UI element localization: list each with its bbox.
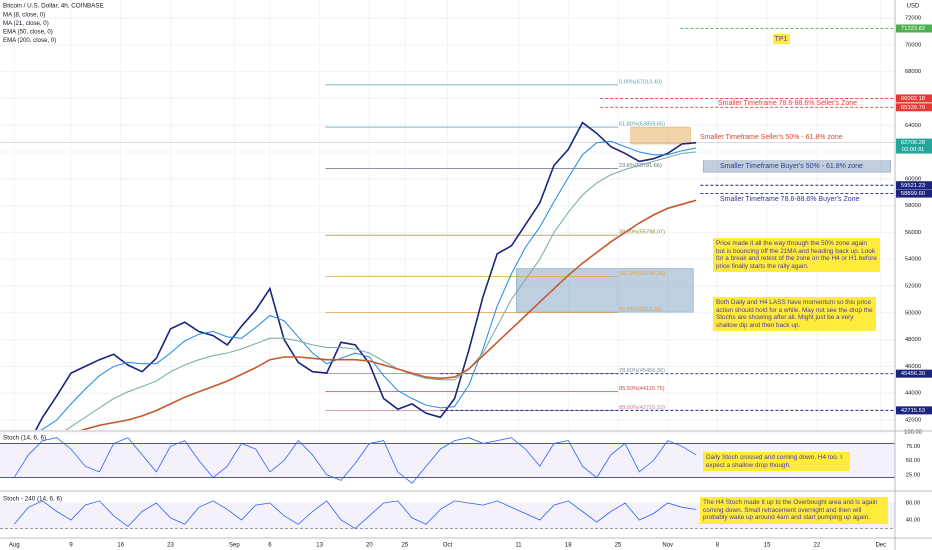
x-tick-label: 20 bbox=[366, 543, 373, 549]
legend-entry: MA (8, close, 0) bbox=[3, 12, 45, 19]
y-tick-label: 52000 bbox=[905, 284, 921, 290]
y-tick-label: 80.00 bbox=[906, 501, 921, 507]
zone bbox=[630, 126, 691, 145]
price-tag bbox=[896, 369, 932, 378]
note: The H4 Stoch made it up to the Overbough… bbox=[700, 497, 888, 524]
y-tick-label: 68000 bbox=[905, 69, 921, 75]
price-tag bbox=[896, 24, 932, 33]
ma-line bbox=[34, 121, 697, 430]
legend-entry: EMA (50, close, 0) bbox=[3, 29, 53, 36]
x-tick-label: Oct bbox=[443, 543, 453, 549]
chart-title: Bitcoin / U.S. Dollar, 4h, COINBASE bbox=[3, 3, 104, 10]
legend-entry: MA (21, close, 0) bbox=[3, 20, 49, 27]
x-tick-label: Aug bbox=[9, 543, 20, 549]
fib-label: 0.00%(67013.40) bbox=[619, 79, 662, 85]
panel-title: Stoch (14, 6, 6) bbox=[3, 435, 46, 442]
y-tick-label: 72000 bbox=[905, 16, 921, 22]
y-tick-label: 44000 bbox=[905, 391, 921, 397]
annotation: Smaller Timeframe 78.6-88.6% Seller's Zo… bbox=[718, 100, 857, 107]
y-tick-label: 42000 bbox=[905, 417, 921, 423]
tp-box bbox=[773, 34, 790, 44]
zone bbox=[516, 268, 694, 313]
y-tick-label: 54000 bbox=[905, 257, 921, 263]
price-tag bbox=[896, 181, 932, 190]
ma-line bbox=[64, 151, 697, 430]
y-tick-label: 48000 bbox=[905, 337, 921, 343]
currency: USD bbox=[907, 4, 920, 10]
ma-line bbox=[39, 140, 697, 430]
price-tag bbox=[896, 406, 932, 415]
price-tag-label: 59521.23 bbox=[901, 183, 925, 189]
fib-label: 88.60%(42715.53) bbox=[619, 405, 665, 411]
x-tick-label: Dec bbox=[875, 543, 886, 549]
zone-label: Smaller Timeframe Seller's 50% - 61.8% z… bbox=[700, 134, 843, 141]
panel-title: Stoch - 240 (14, 6, 6) bbox=[3, 496, 62, 503]
x-tick-label: 18 bbox=[565, 543, 572, 549]
fib-label: 161.8%(52700.24) bbox=[619, 271, 665, 277]
x-tick-label: 11 bbox=[515, 543, 522, 549]
x-tick-label: 22 bbox=[814, 543, 821, 549]
annotation: Smaller Timeframe 78.6-88.6% Buyer's Zon… bbox=[720, 196, 860, 203]
legend-entry: EMA (200, close, 0) bbox=[3, 37, 56, 44]
price-tag bbox=[896, 189, 932, 198]
price-tag-label: 62706.28 bbox=[901, 140, 925, 146]
y-tick-label: 75.00 bbox=[906, 444, 921, 450]
price-tag-label: 66002.18 bbox=[901, 96, 925, 102]
y-tick-label: 25.00 bbox=[906, 472, 921, 478]
price-tag-label: 42715.53 bbox=[901, 408, 925, 414]
x-tick-label: 25 bbox=[615, 543, 622, 549]
price-tag-label: 58899.60 bbox=[901, 191, 925, 197]
x-tick-label: 6 bbox=[268, 543, 272, 549]
x-tick-label: 16 bbox=[117, 543, 124, 549]
fib-label: 85.50%(44115.75) bbox=[619, 386, 665, 392]
note: Price made it all the way through the 50… bbox=[713, 238, 880, 273]
y-tick-label: 70000 bbox=[905, 42, 921, 48]
x-tick-label: 8 bbox=[716, 543, 720, 549]
stoch-line bbox=[13, 500, 697, 529]
x-tick-label: 15 bbox=[764, 543, 771, 549]
y-tick-label: 60000 bbox=[905, 176, 921, 182]
zone-label: Smaller Timeframe Buyer's 50% - 61.8% zo… bbox=[720, 163, 863, 170]
note: Daily Stoch crossed and coming down. H4 … bbox=[703, 452, 850, 472]
fib-label: 38.20%(55798.07) bbox=[619, 230, 665, 236]
fib-label: 23.6%(60781.66) bbox=[619, 163, 662, 169]
fib-label: 61.80%(63859.65) bbox=[619, 122, 665, 128]
y-tick-label: 50000 bbox=[905, 310, 921, 316]
y-tick-label: 56000 bbox=[905, 230, 921, 236]
x-tick-label: Nov bbox=[662, 543, 673, 549]
y-tick-label: 64000 bbox=[905, 123, 921, 129]
price-tag bbox=[896, 103, 932, 112]
x-tick-label: 25 bbox=[402, 543, 409, 549]
annotation: TP1 bbox=[775, 36, 788, 43]
y-tick-label: 40.00 bbox=[906, 518, 921, 524]
y-tick-label: 46000 bbox=[905, 364, 921, 370]
price-tag-label: 45456.30 bbox=[901, 371, 925, 377]
countdown: 03:00:31 bbox=[902, 147, 925, 153]
price-tag bbox=[896, 94, 932, 103]
price-tag-label: 71223.82 bbox=[901, 26, 925, 32]
x-tick-label: Sep bbox=[229, 543, 240, 549]
fib-label: 78.60%(45456.30) bbox=[619, 368, 665, 374]
y-tick-label: 100.00 bbox=[904, 430, 922, 436]
fib-label: 50.0%(50013.31) bbox=[619, 307, 662, 313]
zone bbox=[702, 160, 892, 173]
price-tag bbox=[896, 138, 932, 154]
price-tag-label: 65339.70 bbox=[901, 105, 925, 111]
ma-line bbox=[79, 199, 697, 430]
note: Both Daily and H4 LASS have momentum so … bbox=[713, 297, 876, 332]
y-tick-label: 58000 bbox=[905, 203, 921, 209]
y-tick-label: 50.00 bbox=[906, 458, 921, 464]
x-tick-label: 9 bbox=[69, 543, 73, 549]
x-tick-label: 13 bbox=[316, 543, 323, 549]
stoch-line bbox=[13, 437, 697, 484]
x-tick-label: 23 bbox=[167, 543, 174, 549]
